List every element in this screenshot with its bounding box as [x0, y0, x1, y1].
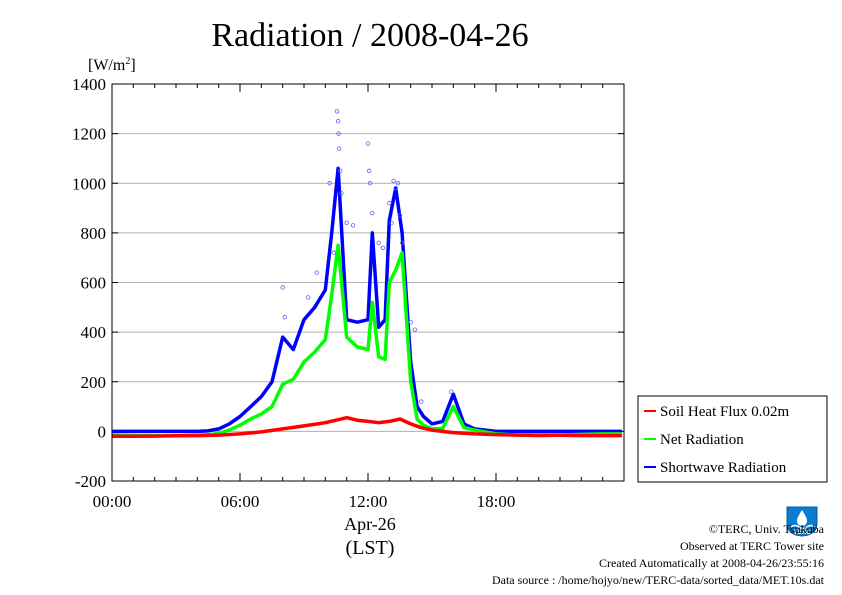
grid-lines: [112, 133, 624, 432]
scatter-point: [395, 181, 401, 186]
legend-label: Shortwave Radiation: [660, 460, 787, 476]
scatter-point: [389, 220, 394, 226]
legend-label: Soil Heat Flux 0.02m: [660, 404, 790, 420]
x-axis-date-label: Apr-26: [344, 514, 396, 534]
scatter-point: [306, 295, 311, 300]
scatter-point: [338, 168, 343, 174]
scatter-point: [344, 220, 349, 226]
y-tick-label: 600: [81, 274, 107, 293]
scatter-point: [419, 399, 424, 404]
x-axis-ticks: 00:00 06:00 12:00 18:00: [93, 84, 625, 511]
footer-created: Created Automatically at 2008-04-26/23:5…: [599, 556, 824, 570]
x-tick-label: 12:00: [349, 492, 388, 511]
scatter-point: [391, 178, 396, 183]
scatter-point: [367, 181, 373, 186]
chart-title: Radiation / 2008-04-26: [211, 17, 528, 54]
scatter-point: [350, 223, 356, 228]
scatter-point: [314, 270, 319, 275]
scatter-point: [334, 109, 340, 114]
y-axis-ticks: -200 0 200 400 600 800 1000 1200 1400: [72, 75, 624, 491]
y-tick-label: 800: [81, 224, 107, 243]
y-tick-label: 1400: [72, 75, 106, 94]
scatter-point: [376, 240, 381, 245]
y-tick-label: -200: [75, 472, 106, 491]
scatter-point: [331, 250, 337, 255]
scatter-point: [399, 240, 405, 245]
scatter-point: [366, 168, 372, 174]
series-line: [112, 415, 622, 439]
series-line: [111, 243, 622, 438]
x-axis-timezone-label: (LST): [346, 537, 395, 559]
x-tick-label: 00:00: [93, 492, 132, 511]
y-tick-label: 200: [81, 373, 107, 392]
y-axis-unit-label: [W/m2]: [88, 56, 136, 74]
legend-box: [637, 395, 828, 483]
scatter-point: [280, 285, 285, 290]
scatter-point: [370, 210, 375, 216]
x-tick-label: 18:00: [477, 492, 516, 511]
scatter-point: [387, 200, 392, 206]
scatter-point: [397, 213, 403, 218]
footer-copyright: ©TERC, Univ. Tsukuba: [708, 522, 824, 536]
scatter-point: [380, 245, 386, 250]
scatter-point: [412, 327, 418, 332]
scatter-point: [365, 141, 371, 146]
scatter-point: [339, 190, 344, 196]
scatter-point: [408, 320, 413, 325]
series-line: [112, 166, 622, 434]
y-tick-label: 1200: [72, 125, 106, 144]
scatter-point: [327, 181, 332, 186]
legend: Soil Heat Flux 0.02m Net Radiation Shortwa…: [637, 395, 828, 483]
terc-logo-icon: TERC: [783, 505, 821, 537]
plot-frame: [111, 83, 625, 482]
scatter-points: [280, 109, 454, 404]
legend-label: Net Radiation: [660, 432, 744, 448]
scatter-point: [336, 131, 341, 136]
y-tick-label: 1000: [72, 174, 106, 193]
svg-text:TERC: TERC: [793, 529, 811, 536]
scatter-point: [449, 389, 454, 394]
scatter-point: [337, 146, 342, 151]
scatter-point: [282, 315, 287, 320]
scatter-point: [335, 119, 341, 124]
x-tick-label: 06:00: [221, 492, 260, 511]
y-tick-label: 400: [81, 323, 107, 342]
footer-observed: Observed at TERC Tower site: [679, 539, 824, 553]
footer-source: Data source : /home/hojyo/new/TERC-data/…: [491, 573, 824, 587]
series-lines: [111, 166, 622, 439]
y-tick-label: 0: [98, 422, 107, 441]
scatter-point: [393, 186, 398, 191]
